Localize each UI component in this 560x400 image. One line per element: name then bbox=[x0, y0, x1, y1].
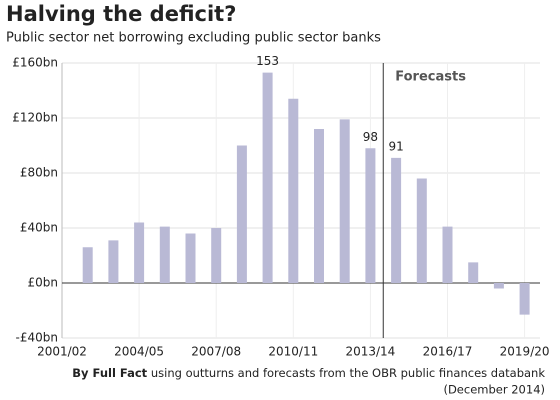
x-tick-label: 2004/05 bbox=[114, 345, 164, 359]
source-text: using outturns and forecasts from the OB… bbox=[151, 366, 545, 380]
bar bbox=[262, 72, 273, 283]
y-tick-label: £120bn bbox=[12, 111, 58, 125]
bar bbox=[159, 226, 170, 283]
x-tick-label: 2016/17 bbox=[423, 345, 473, 359]
x-tick-label: 2001/02 bbox=[37, 345, 87, 359]
x-tick-label: 2013/14 bbox=[345, 345, 395, 359]
value-label: 91 bbox=[388, 139, 403, 153]
bar bbox=[108, 240, 119, 283]
bar bbox=[493, 283, 504, 289]
x-tick-label: 2010/11 bbox=[268, 345, 318, 359]
x-tick-label: 2007/08 bbox=[191, 345, 241, 359]
bar bbox=[288, 98, 299, 283]
forecast-label: Forecasts bbox=[395, 70, 466, 85]
bar bbox=[314, 129, 324, 283]
value-label: 153 bbox=[256, 54, 279, 68]
value-label: 98 bbox=[363, 130, 378, 144]
bar bbox=[185, 233, 196, 283]
x-tick-label: 2019/20 bbox=[500, 345, 550, 359]
bar bbox=[236, 145, 247, 283]
y-tick-label: £80bn bbox=[20, 166, 58, 180]
source-date: (December 2014) bbox=[443, 383, 545, 397]
y-tick-label: £0bn bbox=[28, 276, 59, 290]
bar bbox=[339, 119, 350, 283]
bar bbox=[416, 178, 427, 283]
source: By Full Fact using outturns and forecast… bbox=[72, 366, 545, 380]
chart-subtitle: Public sector net borrowing excluding pu… bbox=[6, 31, 381, 46]
y-tick-label: £160bn bbox=[12, 56, 58, 70]
bar bbox=[365, 148, 376, 283]
bar bbox=[391, 157, 402, 283]
bar bbox=[519, 283, 530, 315]
bar bbox=[134, 222, 145, 283]
bar bbox=[468, 262, 479, 283]
bar bbox=[82, 247, 93, 283]
y-tick-label: -£40bn bbox=[16, 331, 58, 345]
chart-title: Halving the deficit? bbox=[6, 2, 236, 26]
bar bbox=[442, 226, 453, 283]
bar bbox=[211, 228, 222, 283]
y-tick-label: £40bn bbox=[20, 221, 58, 235]
source-bold: By Full Fact bbox=[72, 366, 147, 380]
